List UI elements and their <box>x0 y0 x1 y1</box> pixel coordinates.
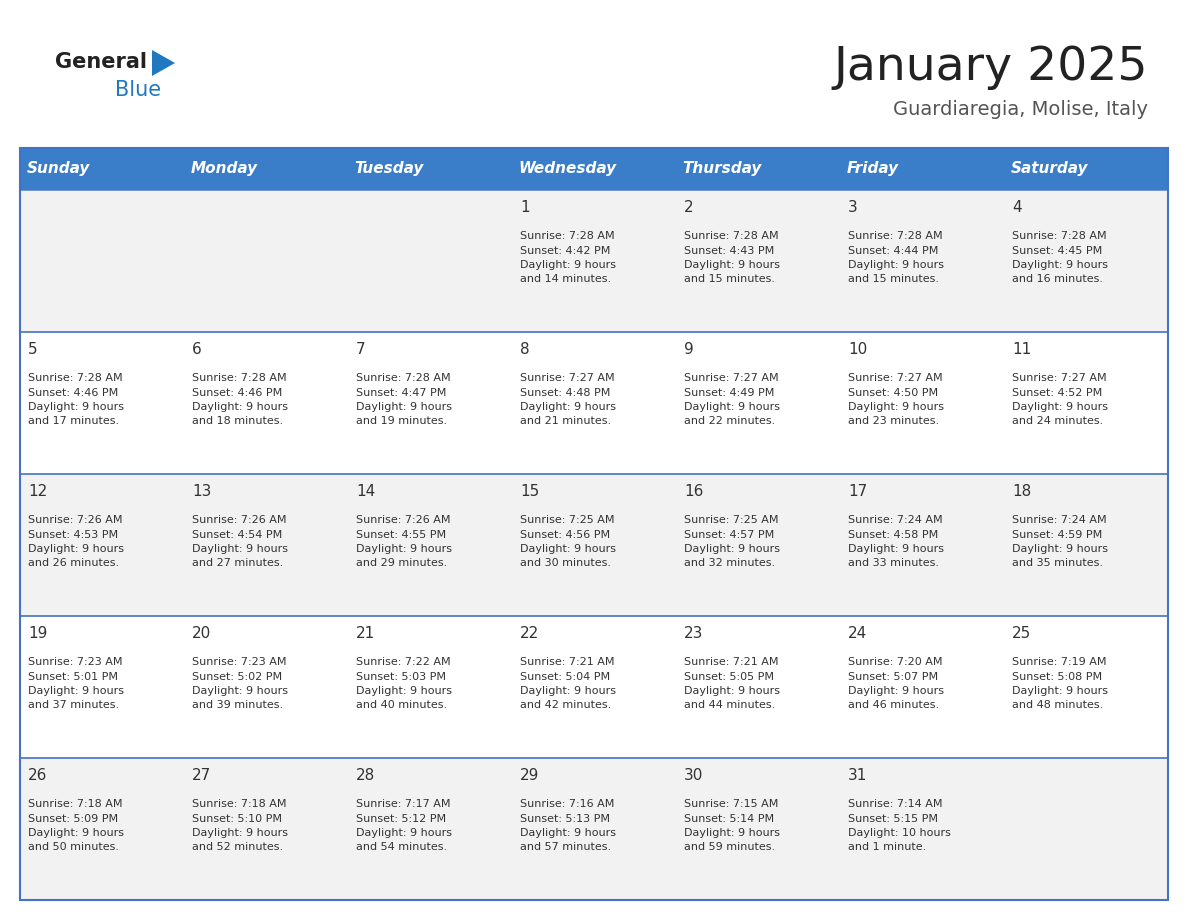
Text: Sunrise: 7:21 AM
Sunset: 5:05 PM
Daylight: 9 hours
and 44 minutes.: Sunrise: 7:21 AM Sunset: 5:05 PM Dayligh… <box>684 657 781 711</box>
Text: 24: 24 <box>848 626 867 641</box>
Text: Sunrise: 7:26 AM
Sunset: 4:55 PM
Daylight: 9 hours
and 29 minutes.: Sunrise: 7:26 AM Sunset: 4:55 PM Dayligh… <box>356 515 453 568</box>
Text: Sunrise: 7:25 AM
Sunset: 4:56 PM
Daylight: 9 hours
and 30 minutes.: Sunrise: 7:25 AM Sunset: 4:56 PM Dayligh… <box>520 515 617 568</box>
Text: Sunrise: 7:17 AM
Sunset: 5:12 PM
Daylight: 9 hours
and 54 minutes.: Sunrise: 7:17 AM Sunset: 5:12 PM Dayligh… <box>356 800 453 853</box>
Text: Sunrise: 7:28 AM
Sunset: 4:44 PM
Daylight: 9 hours
and 15 minutes.: Sunrise: 7:28 AM Sunset: 4:44 PM Dayligh… <box>848 231 944 285</box>
Text: Sunrise: 7:19 AM
Sunset: 5:08 PM
Daylight: 9 hours
and 48 minutes.: Sunrise: 7:19 AM Sunset: 5:08 PM Dayligh… <box>1012 657 1108 711</box>
Polygon shape <box>152 50 175 76</box>
Text: 29: 29 <box>520 768 539 783</box>
Text: Sunrise: 7:23 AM
Sunset: 5:01 PM
Daylight: 9 hours
and 37 minutes.: Sunrise: 7:23 AM Sunset: 5:01 PM Dayligh… <box>29 657 125 711</box>
Bar <box>20 758 1168 900</box>
Text: Sunrise: 7:28 AM
Sunset: 4:43 PM
Daylight: 9 hours
and 15 minutes.: Sunrise: 7:28 AM Sunset: 4:43 PM Dayligh… <box>684 231 781 285</box>
Text: January 2025: January 2025 <box>834 45 1148 90</box>
Text: Sunrise: 7:27 AM
Sunset: 4:48 PM
Daylight: 9 hours
and 21 minutes.: Sunrise: 7:27 AM Sunset: 4:48 PM Dayligh… <box>520 374 617 426</box>
Text: Sunrise: 7:24 AM
Sunset: 4:59 PM
Daylight: 9 hours
and 35 minutes.: Sunrise: 7:24 AM Sunset: 4:59 PM Dayligh… <box>1012 515 1108 568</box>
Text: General: General <box>55 52 147 72</box>
Text: 16: 16 <box>684 484 703 499</box>
Text: 19: 19 <box>29 626 48 641</box>
Text: Sunrise: 7:28 AM
Sunset: 4:47 PM
Daylight: 9 hours
and 19 minutes.: Sunrise: 7:28 AM Sunset: 4:47 PM Dayligh… <box>356 374 453 426</box>
Text: Sunrise: 7:28 AM
Sunset: 4:46 PM
Daylight: 9 hours
and 18 minutes.: Sunrise: 7:28 AM Sunset: 4:46 PM Dayligh… <box>192 374 289 426</box>
Bar <box>20 616 1168 758</box>
Bar <box>20 190 1168 332</box>
Text: Sunrise: 7:26 AM
Sunset: 4:54 PM
Daylight: 9 hours
and 27 minutes.: Sunrise: 7:26 AM Sunset: 4:54 PM Dayligh… <box>192 515 289 568</box>
Text: Blue: Blue <box>115 80 162 100</box>
Text: Monday: Monday <box>190 162 258 176</box>
Text: 23: 23 <box>684 626 703 641</box>
Text: Sunrise: 7:20 AM
Sunset: 5:07 PM
Daylight: 9 hours
and 46 minutes.: Sunrise: 7:20 AM Sunset: 5:07 PM Dayligh… <box>848 657 944 711</box>
Bar <box>20 148 1168 900</box>
Text: Sunday: Sunday <box>26 162 90 176</box>
Text: 11: 11 <box>1012 341 1031 357</box>
Text: 18: 18 <box>1012 484 1031 499</box>
Text: 21: 21 <box>356 626 375 641</box>
Text: Guardiaregia, Molise, Italy: Guardiaregia, Molise, Italy <box>893 100 1148 119</box>
Bar <box>20 474 1168 616</box>
Text: Sunrise: 7:26 AM
Sunset: 4:53 PM
Daylight: 9 hours
and 26 minutes.: Sunrise: 7:26 AM Sunset: 4:53 PM Dayligh… <box>29 515 125 568</box>
Text: 5: 5 <box>29 341 38 357</box>
Text: Sunrise: 7:28 AM
Sunset: 4:42 PM
Daylight: 9 hours
and 14 minutes.: Sunrise: 7:28 AM Sunset: 4:42 PM Dayligh… <box>520 231 617 285</box>
Text: 6: 6 <box>192 341 202 357</box>
Text: Saturday: Saturday <box>1011 162 1088 176</box>
Text: Sunrise: 7:22 AM
Sunset: 5:03 PM
Daylight: 9 hours
and 40 minutes.: Sunrise: 7:22 AM Sunset: 5:03 PM Dayligh… <box>356 657 453 711</box>
Text: Sunrise: 7:27 AM
Sunset: 4:52 PM
Daylight: 9 hours
and 24 minutes.: Sunrise: 7:27 AM Sunset: 4:52 PM Dayligh… <box>1012 374 1108 426</box>
Text: Wednesday: Wednesday <box>518 162 617 176</box>
Text: 4: 4 <box>1012 200 1022 215</box>
Text: Sunrise: 7:27 AM
Sunset: 4:49 PM
Daylight: 9 hours
and 22 minutes.: Sunrise: 7:27 AM Sunset: 4:49 PM Dayligh… <box>684 374 781 426</box>
Text: 17: 17 <box>848 484 867 499</box>
Text: 9: 9 <box>684 341 694 357</box>
Text: Thursday: Thursday <box>683 162 762 176</box>
Bar <box>20 332 1168 474</box>
Text: Sunrise: 7:18 AM
Sunset: 5:09 PM
Daylight: 9 hours
and 50 minutes.: Sunrise: 7:18 AM Sunset: 5:09 PM Dayligh… <box>29 800 125 853</box>
Text: Sunrise: 7:21 AM
Sunset: 5:04 PM
Daylight: 9 hours
and 42 minutes.: Sunrise: 7:21 AM Sunset: 5:04 PM Dayligh… <box>520 657 617 711</box>
Text: Tuesday: Tuesday <box>354 162 424 176</box>
Text: Sunrise: 7:28 AM
Sunset: 4:46 PM
Daylight: 9 hours
and 17 minutes.: Sunrise: 7:28 AM Sunset: 4:46 PM Dayligh… <box>29 374 125 426</box>
Text: 28: 28 <box>356 768 375 783</box>
Text: 3: 3 <box>848 200 858 215</box>
Text: Sunrise: 7:23 AM
Sunset: 5:02 PM
Daylight: 9 hours
and 39 minutes.: Sunrise: 7:23 AM Sunset: 5:02 PM Dayligh… <box>192 657 289 711</box>
Text: 22: 22 <box>520 626 539 641</box>
Text: 1: 1 <box>520 200 530 215</box>
Text: 7: 7 <box>356 341 366 357</box>
Bar <box>20 148 1168 190</box>
Text: 30: 30 <box>684 768 703 783</box>
Text: 2: 2 <box>684 200 694 215</box>
Text: Sunrise: 7:28 AM
Sunset: 4:45 PM
Daylight: 9 hours
and 16 minutes.: Sunrise: 7:28 AM Sunset: 4:45 PM Dayligh… <box>1012 231 1108 285</box>
Text: Sunrise: 7:18 AM
Sunset: 5:10 PM
Daylight: 9 hours
and 52 minutes.: Sunrise: 7:18 AM Sunset: 5:10 PM Dayligh… <box>192 800 289 853</box>
Text: 25: 25 <box>1012 626 1031 641</box>
Text: 13: 13 <box>192 484 211 499</box>
Text: 8: 8 <box>520 341 530 357</box>
Text: 12: 12 <box>29 484 48 499</box>
Text: 26: 26 <box>29 768 48 783</box>
Text: Sunrise: 7:24 AM
Sunset: 4:58 PM
Daylight: 9 hours
and 33 minutes.: Sunrise: 7:24 AM Sunset: 4:58 PM Dayligh… <box>848 515 944 568</box>
Text: Sunrise: 7:14 AM
Sunset: 5:15 PM
Daylight: 10 hours
and 1 minute.: Sunrise: 7:14 AM Sunset: 5:15 PM Dayligh… <box>848 800 952 853</box>
Text: Friday: Friday <box>847 162 898 176</box>
Text: 27: 27 <box>192 768 211 783</box>
Text: Sunrise: 7:27 AM
Sunset: 4:50 PM
Daylight: 9 hours
and 23 minutes.: Sunrise: 7:27 AM Sunset: 4:50 PM Dayligh… <box>848 374 944 426</box>
Text: Sunrise: 7:25 AM
Sunset: 4:57 PM
Daylight: 9 hours
and 32 minutes.: Sunrise: 7:25 AM Sunset: 4:57 PM Dayligh… <box>684 515 781 568</box>
Text: 10: 10 <box>848 341 867 357</box>
Text: 20: 20 <box>192 626 211 641</box>
Text: 15: 15 <box>520 484 539 499</box>
Text: 14: 14 <box>356 484 375 499</box>
Text: Sunrise: 7:16 AM
Sunset: 5:13 PM
Daylight: 9 hours
and 57 minutes.: Sunrise: 7:16 AM Sunset: 5:13 PM Dayligh… <box>520 800 617 853</box>
Text: 31: 31 <box>848 768 867 783</box>
Text: Sunrise: 7:15 AM
Sunset: 5:14 PM
Daylight: 9 hours
and 59 minutes.: Sunrise: 7:15 AM Sunset: 5:14 PM Dayligh… <box>684 800 781 853</box>
